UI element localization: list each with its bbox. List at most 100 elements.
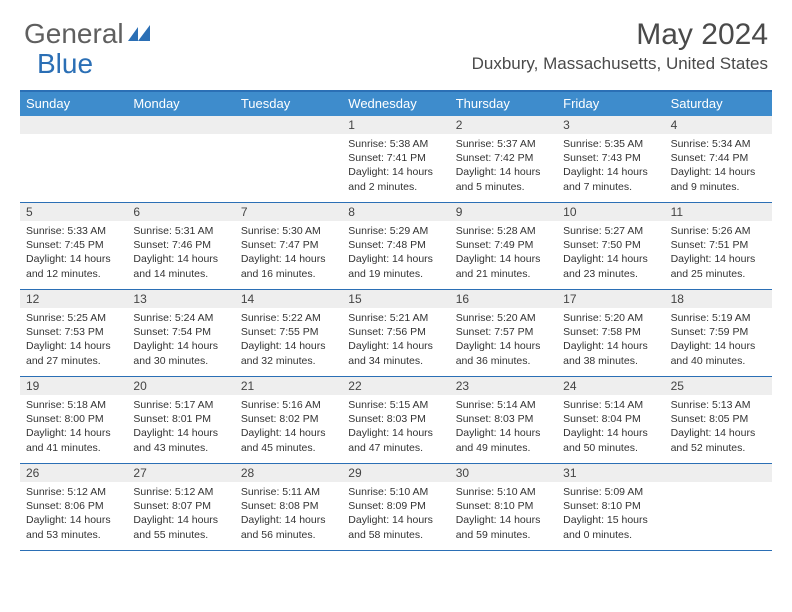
day-details: Sunrise: 5:17 AMSunset: 8:01 PMDaylight:… [127,395,234,459]
day-cell-26: 26Sunrise: 5:12 AMSunset: 8:06 PMDayligh… [20,464,127,550]
day-cell-empty [20,116,127,202]
day-cell-28: 28Sunrise: 5:11 AMSunset: 8:08 PMDayligh… [235,464,342,550]
day-cell-17: 17Sunrise: 5:20 AMSunset: 7:58 PMDayligh… [557,290,664,376]
day-cell-25: 25Sunrise: 5:13 AMSunset: 8:05 PMDayligh… [665,377,772,463]
day-of-week-row: SundayMondayTuesdayWednesdayThursdayFrid… [20,92,772,116]
day-cell-empty [127,116,234,202]
day-details: Sunrise: 5:12 AMSunset: 8:07 PMDaylight:… [127,482,234,546]
day-details: Sunrise: 5:15 AMSunset: 8:03 PMDaylight:… [342,395,449,459]
day-number: 1 [342,116,449,134]
day-number: 28 [235,464,342,482]
day-cell-24: 24Sunrise: 5:14 AMSunset: 8:04 PMDayligh… [557,377,664,463]
day-details: Sunrise: 5:10 AMSunset: 8:09 PMDaylight:… [342,482,449,546]
dow-friday: Friday [557,92,664,116]
day-cell-13: 13Sunrise: 5:24 AMSunset: 7:54 PMDayligh… [127,290,234,376]
day-details: Sunrise: 5:12 AMSunset: 8:06 PMDaylight:… [20,482,127,546]
day-cell-19: 19Sunrise: 5:18 AMSunset: 8:00 PMDayligh… [20,377,127,463]
day-details: Sunrise: 5:11 AMSunset: 8:08 PMDaylight:… [235,482,342,546]
day-cell-16: 16Sunrise: 5:20 AMSunset: 7:57 PMDayligh… [450,290,557,376]
dow-saturday: Saturday [665,92,772,116]
day-cell-2: 2Sunrise: 5:37 AMSunset: 7:42 PMDaylight… [450,116,557,202]
day-details: Sunrise: 5:19 AMSunset: 7:59 PMDaylight:… [665,308,772,372]
day-cell-empty [665,464,772,550]
day-cell-10: 10Sunrise: 5:27 AMSunset: 7:50 PMDayligh… [557,203,664,289]
day-cell-30: 30Sunrise: 5:10 AMSunset: 8:10 PMDayligh… [450,464,557,550]
day-details: Sunrise: 5:38 AMSunset: 7:41 PMDaylight:… [342,134,449,198]
day-cell-14: 14Sunrise: 5:22 AMSunset: 7:55 PMDayligh… [235,290,342,376]
day-number [20,116,127,134]
title-block: May 2024 Duxbury, Massachusetts, United … [472,18,768,74]
day-number: 22 [342,377,449,395]
dow-thursday: Thursday [450,92,557,116]
day-cell-4: 4Sunrise: 5:34 AMSunset: 7:44 PMDaylight… [665,116,772,202]
day-details: Sunrise: 5:20 AMSunset: 7:57 PMDaylight:… [450,308,557,372]
day-number: 19 [20,377,127,395]
day-details: Sunrise: 5:09 AMSunset: 8:10 PMDaylight:… [557,482,664,546]
day-cell-3: 3Sunrise: 5:35 AMSunset: 7:43 PMDaylight… [557,116,664,202]
day-details: Sunrise: 5:34 AMSunset: 7:44 PMDaylight:… [665,134,772,198]
calendar-week: 1Sunrise: 5:38 AMSunset: 7:41 PMDaylight… [20,116,772,203]
day-cell-27: 27Sunrise: 5:12 AMSunset: 8:07 PMDayligh… [127,464,234,550]
logo-flag-icon [128,23,150,48]
location-text: Duxbury, Massachusetts, United States [472,54,768,74]
day-details: Sunrise: 5:16 AMSunset: 8:02 PMDaylight:… [235,395,342,459]
day-details: Sunrise: 5:24 AMSunset: 7:54 PMDaylight:… [127,308,234,372]
day-cell-23: 23Sunrise: 5:14 AMSunset: 8:03 PMDayligh… [450,377,557,463]
day-number [127,116,234,134]
day-details: Sunrise: 5:22 AMSunset: 7:55 PMDaylight:… [235,308,342,372]
day-number: 7 [235,203,342,221]
day-cell-1: 1Sunrise: 5:38 AMSunset: 7:41 PMDaylight… [342,116,449,202]
day-number: 3 [557,116,664,134]
day-details: Sunrise: 5:31 AMSunset: 7:46 PMDaylight:… [127,221,234,285]
day-cell-7: 7Sunrise: 5:30 AMSunset: 7:47 PMDaylight… [235,203,342,289]
day-cell-8: 8Sunrise: 5:29 AMSunset: 7:48 PMDaylight… [342,203,449,289]
day-cell-11: 11Sunrise: 5:26 AMSunset: 7:51 PMDayligh… [665,203,772,289]
day-details: Sunrise: 5:37 AMSunset: 7:42 PMDaylight:… [450,134,557,198]
day-details: Sunrise: 5:35 AMSunset: 7:43 PMDaylight:… [557,134,664,198]
day-cell-18: 18Sunrise: 5:19 AMSunset: 7:59 PMDayligh… [665,290,772,376]
month-title: May 2024 [472,18,768,52]
day-details: Sunrise: 5:21 AMSunset: 7:56 PMDaylight:… [342,308,449,372]
day-details: Sunrise: 5:18 AMSunset: 8:00 PMDaylight:… [20,395,127,459]
day-number: 30 [450,464,557,482]
day-number: 14 [235,290,342,308]
logo-text-blue: Blue [37,48,93,80]
day-cell-6: 6Sunrise: 5:31 AMSunset: 7:46 PMDaylight… [127,203,234,289]
day-details: Sunrise: 5:25 AMSunset: 7:53 PMDaylight:… [20,308,127,372]
day-number: 31 [557,464,664,482]
day-number: 29 [342,464,449,482]
day-number: 4 [665,116,772,134]
day-cell-31: 31Sunrise: 5:09 AMSunset: 8:10 PMDayligh… [557,464,664,550]
day-cell-21: 21Sunrise: 5:16 AMSunset: 8:02 PMDayligh… [235,377,342,463]
day-number: 21 [235,377,342,395]
day-number: 24 [557,377,664,395]
day-number: 20 [127,377,234,395]
day-details: Sunrise: 5:13 AMSunset: 8:05 PMDaylight:… [665,395,772,459]
day-number: 17 [557,290,664,308]
day-number: 15 [342,290,449,308]
calendar-week: 5Sunrise: 5:33 AMSunset: 7:45 PMDaylight… [20,203,772,290]
day-details: Sunrise: 5:14 AMSunset: 8:03 PMDaylight:… [450,395,557,459]
day-number: 8 [342,203,449,221]
day-cell-9: 9Sunrise: 5:28 AMSunset: 7:49 PMDaylight… [450,203,557,289]
dow-sunday: Sunday [20,92,127,116]
day-number: 12 [20,290,127,308]
calendar: SundayMondayTuesdayWednesdayThursdayFrid… [20,90,772,551]
day-cell-empty [235,116,342,202]
day-details: Sunrise: 5:29 AMSunset: 7:48 PMDaylight:… [342,221,449,285]
logo: General [24,18,152,50]
day-cell-15: 15Sunrise: 5:21 AMSunset: 7:56 PMDayligh… [342,290,449,376]
day-cell-5: 5Sunrise: 5:33 AMSunset: 7:45 PMDaylight… [20,203,127,289]
day-number: 23 [450,377,557,395]
day-number: 9 [450,203,557,221]
day-number [235,116,342,134]
day-number: 18 [665,290,772,308]
day-details: Sunrise: 5:28 AMSunset: 7:49 PMDaylight:… [450,221,557,285]
day-details: Sunrise: 5:14 AMSunset: 8:04 PMDaylight:… [557,395,664,459]
calendar-week: 19Sunrise: 5:18 AMSunset: 8:00 PMDayligh… [20,377,772,464]
dow-monday: Monday [127,92,234,116]
day-number: 10 [557,203,664,221]
day-cell-22: 22Sunrise: 5:15 AMSunset: 8:03 PMDayligh… [342,377,449,463]
day-number: 6 [127,203,234,221]
day-cell-12: 12Sunrise: 5:25 AMSunset: 7:53 PMDayligh… [20,290,127,376]
